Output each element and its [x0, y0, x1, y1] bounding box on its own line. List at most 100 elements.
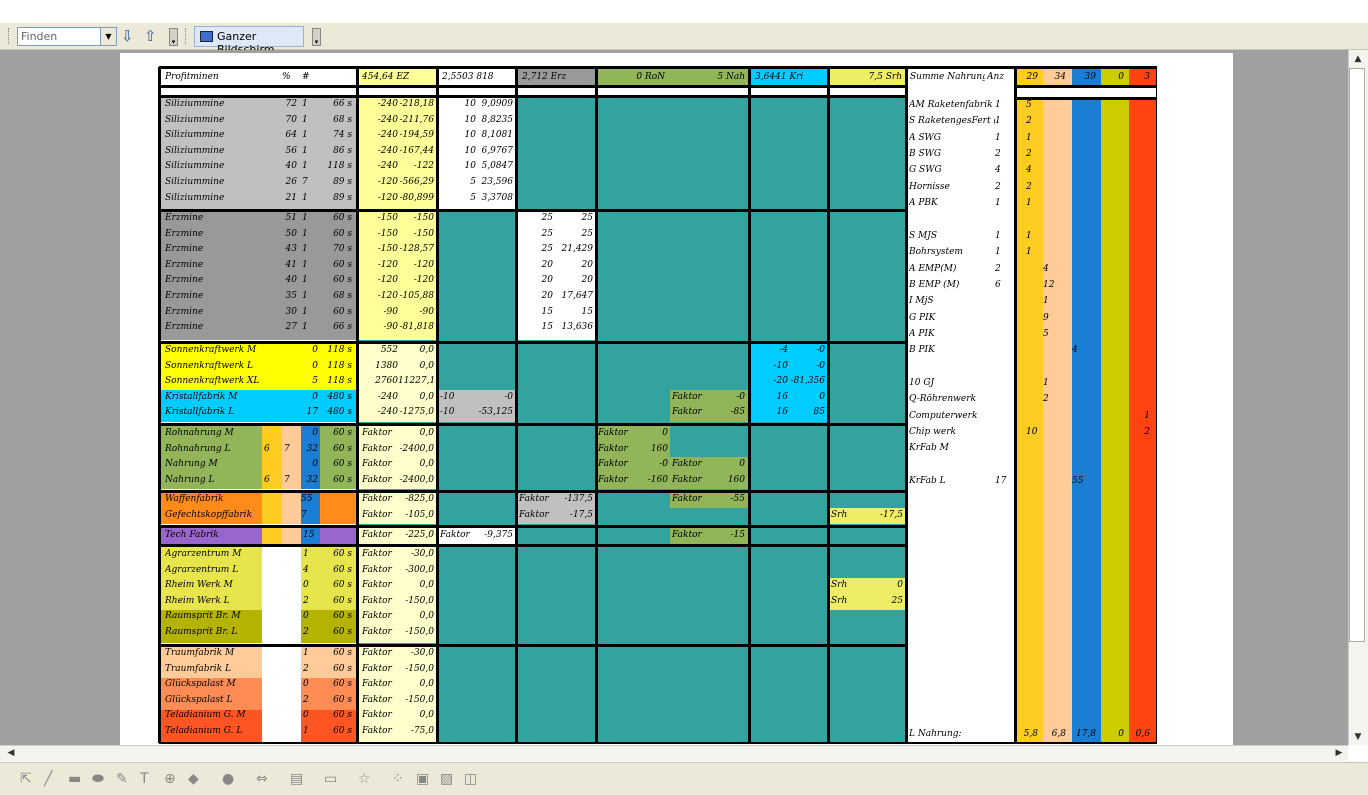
cell[interactable]: 1 [1026, 133, 1032, 143]
cell[interactable]: 15 [541, 322, 553, 332]
cell[interactable]: -150,0 [405, 627, 434, 637]
cell[interactable] [1129, 163, 1150, 178]
table-row-label[interactable]: Siliziummine [165, 161, 225, 171]
cell[interactable]: -150,0 [405, 664, 434, 674]
cell[interactable] [831, 563, 860, 578]
fullscreen-button[interactable]: Ganzer Bildschirm [194, 26, 304, 56]
summary-item[interactable]: A EMP(M) [909, 264, 957, 274]
scroll-down-icon[interactable]: ▼ [1354, 732, 1362, 742]
cell[interactable] [1072, 212, 1096, 227]
callouts-icon[interactable]: ▭ [324, 771, 338, 787]
cell[interactable]: 25 [581, 229, 593, 239]
cell[interactable]: 60 s [333, 596, 352, 606]
cell[interactable]: Faktor [672, 494, 702, 504]
cell[interactable]: 8,1081 [481, 130, 514, 140]
cell[interactable]: 10 [464, 115, 476, 125]
cell[interactable]: 2 [303, 596, 309, 606]
column-header[interactable]: 3,6441 Kri [755, 72, 804, 82]
cell[interactable] [1072, 441, 1096, 456]
cell[interactable]: 1 [302, 161, 308, 171]
cell[interactable] [1129, 196, 1150, 211]
cell[interactable] [1129, 245, 1150, 260]
cell[interactable] [1072, 229, 1096, 244]
cell[interactable]: -120 [377, 177, 398, 187]
cell[interactable] [710, 374, 745, 389]
chevron-down-icon[interactable]: ▼ [100, 28, 116, 45]
find-input[interactable]: Finden ▼ [17, 27, 117, 46]
cell[interactable]: 51 [285, 213, 297, 223]
cell[interactable] [1101, 376, 1124, 391]
table-row-label[interactable]: Erzmine [165, 322, 204, 332]
cell[interactable] [1026, 360, 1043, 375]
cell[interactable]: 1 [1026, 247, 1032, 257]
table-row-label[interactable]: Rohnahrung M [165, 428, 234, 438]
cell[interactable]: 25 [541, 213, 553, 223]
cell[interactable] [1072, 180, 1096, 195]
cell[interactable] [264, 426, 280, 441]
cell[interactable]: 8,8235 [481, 115, 514, 125]
summary-count[interactable] [995, 212, 1012, 227]
cell[interactable]: 60 s [333, 565, 352, 575]
cell[interactable]: Faktor [362, 664, 392, 674]
cell[interactable]: 0,0 [419, 611, 434, 621]
cell[interactable]: Srh [831, 580, 848, 590]
summary-item[interactable]: A PIK [909, 329, 935, 339]
cell[interactable] [1026, 392, 1043, 407]
cell[interactable] [1072, 278, 1096, 293]
summary-count[interactable] [995, 294, 1012, 309]
summary-count[interactable] [995, 425, 1012, 440]
summary-total[interactable]: 5,8 [1023, 729, 1038, 739]
cell[interactable]: Faktor [362, 459, 392, 469]
cell[interactable]: 10 [464, 161, 476, 171]
cell[interactable] [1072, 376, 1096, 391]
summary-header[interactable]: 0 [1118, 72, 1124, 82]
cell[interactable]: 5 [1043, 329, 1049, 339]
cell[interactable]: 60 s [333, 664, 352, 674]
cell[interactable] [476, 374, 513, 389]
horizontal-scrollbar[interactable] [0, 745, 1348, 761]
cell[interactable]: 1 [1043, 378, 1049, 388]
cell[interactable]: 6,9767 [481, 146, 514, 156]
cell[interactable]: 0 [303, 611, 309, 621]
toolbar-grip[interactable] [185, 28, 188, 44]
cell[interactable]: Faktor [519, 494, 549, 504]
cell[interactable] [1072, 327, 1096, 342]
cell[interactable] [672, 374, 710, 389]
table-row-label[interactable]: Sonnenkraftwerk XL [165, 376, 260, 386]
summary-total[interactable]: 0 [1118, 729, 1124, 739]
cell[interactable]: 1 [1026, 198, 1032, 208]
summary-item[interactable]: KrFab L [909, 476, 946, 486]
cell[interactable] [1101, 425, 1124, 440]
cell[interactable]: 86 s [333, 146, 352, 156]
summary-count[interactable]: 1 [995, 198, 1001, 208]
summary-item[interactable]: G SWG [909, 165, 942, 175]
cell[interactable]: 4 [1026, 165, 1032, 175]
cell[interactable] [860, 547, 903, 562]
cell[interactable] [476, 359, 513, 374]
cell[interactable] [1101, 327, 1124, 342]
cell[interactable] [1072, 262, 1096, 277]
cell[interactable] [1101, 360, 1124, 375]
cell[interactable]: 68 s [333, 291, 352, 301]
cell[interactable]: Faktor [598, 459, 628, 469]
arrow-down-icon[interactable]: ⇩ [121, 27, 134, 45]
cell[interactable] [1043, 114, 1068, 129]
cell[interactable] [1026, 458, 1043, 473]
cell[interactable]: -825,0 [405, 494, 434, 504]
cell[interactable]: 1 [302, 99, 308, 109]
cell[interactable]: 2 [303, 627, 309, 637]
cell[interactable]: 5 [470, 193, 476, 203]
table-row-label[interactable]: Glückspalast M [165, 679, 236, 689]
cell[interactable] [1072, 131, 1096, 146]
summary-count[interactable]: 1 [995, 231, 1001, 241]
summary-count[interactable]: 2 [995, 264, 1001, 274]
table-row-label[interactable]: Sonnenkraftwerk M [165, 345, 257, 355]
summary-item[interactable]: A PBK [909, 198, 938, 208]
cell[interactable] [1072, 294, 1096, 309]
cell[interactable]: 66 s [333, 322, 352, 332]
cell[interactable]: 0 [312, 345, 318, 355]
cell[interactable] [1129, 294, 1150, 309]
cell[interactable] [1026, 474, 1043, 489]
cell[interactable] [1129, 278, 1150, 293]
table-row-label[interactable]: Erzmine [165, 275, 204, 285]
